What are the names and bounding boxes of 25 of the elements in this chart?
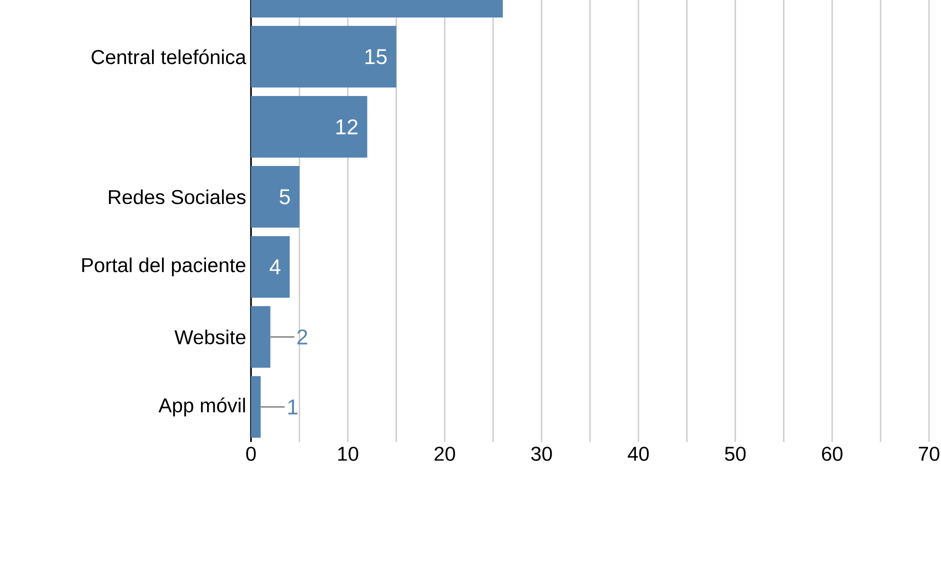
x-tick-label: 40 xyxy=(628,446,649,461)
x-tick-label: 20 xyxy=(434,446,456,461)
data-label: 1 xyxy=(288,400,298,414)
x-tick-label: 70 xyxy=(918,446,940,461)
bar xyxy=(251,166,300,228)
data-label: 5 xyxy=(280,189,290,204)
y-tick-label: App móvil xyxy=(158,398,245,416)
x-tick-label: 0 xyxy=(246,446,256,461)
bar xyxy=(251,26,396,88)
data-label: 2 xyxy=(297,329,308,344)
bar xyxy=(251,96,368,158)
bar xyxy=(251,376,261,438)
bar xyxy=(251,306,270,368)
y-tick-label: Redes Sociales xyxy=(108,189,246,204)
data-label: 4 xyxy=(270,260,280,274)
y-tick-label: Central telefónica xyxy=(92,49,246,64)
data-label: 12 xyxy=(336,119,358,134)
y-tick-label: Website xyxy=(174,330,246,344)
x-tick-label: 10 xyxy=(338,446,358,461)
data-label: 15 xyxy=(365,49,387,64)
x-tick-label: 60 xyxy=(822,446,842,461)
bar xyxy=(251,236,290,298)
y-tick-label: Portal del paciente xyxy=(82,258,246,276)
x-tick-label: 30 xyxy=(531,446,552,461)
x-tick-label: 50 xyxy=(724,446,746,461)
